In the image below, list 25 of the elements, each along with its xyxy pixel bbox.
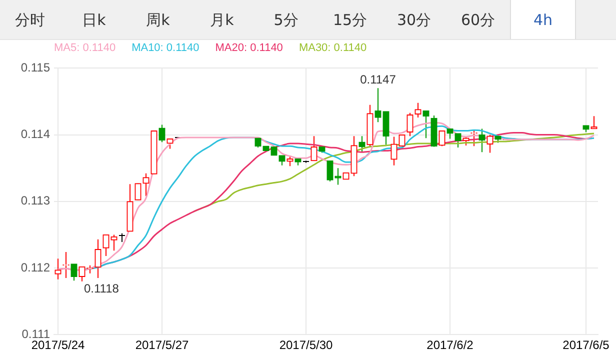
y-tick-label: 0.114 xyxy=(20,127,50,142)
x-tick-label: 2017/6/2 xyxy=(426,338,474,352)
text: MA10: 0.1140 xyxy=(132,41,200,56)
x-tick-label: 2017/5/24 xyxy=(31,338,86,352)
text: 15分 xyxy=(332,10,368,31)
text: 60分 xyxy=(460,10,496,31)
x-tick-label: 2017/6/5 xyxy=(562,338,610,352)
y-tick-label: 0.111 xyxy=(22,326,50,341)
y-tick-label: 0.113 xyxy=(20,194,50,208)
x-tick-label: 2017/5/27 xyxy=(135,338,190,352)
text: 分时 xyxy=(14,10,46,31)
text: 月k xyxy=(209,10,235,31)
text: 4h xyxy=(510,0,576,39)
text: 日k xyxy=(81,10,107,31)
annotation: 0.1147 xyxy=(360,72,396,86)
y-tick-label: 0.115 xyxy=(20,60,50,75)
y-tick-label: 0.112 xyxy=(20,260,50,274)
text: 30分 xyxy=(396,10,432,31)
annotation: 0.1118 xyxy=(84,282,120,296)
text: MA5: 0.1140 xyxy=(54,41,116,56)
text: MA20: 0.1140 xyxy=(215,41,283,56)
text: MA30: 0.1140 xyxy=(298,41,367,56)
x-tick-label: 2017/5/30 xyxy=(279,338,334,352)
text: 周k xyxy=(145,10,171,31)
text: 5分 xyxy=(272,10,300,31)
